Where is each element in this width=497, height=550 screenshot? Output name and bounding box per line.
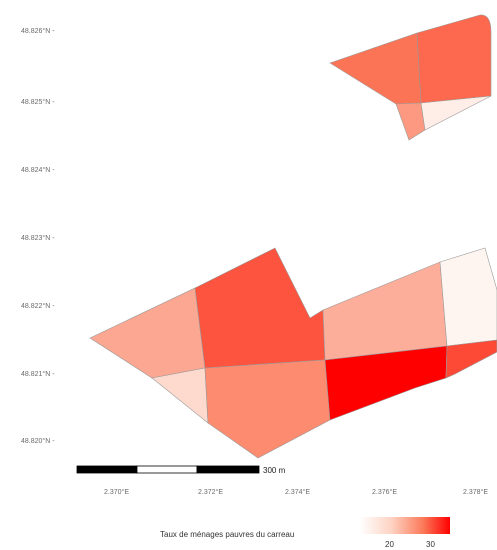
cell-se-right [445, 339, 497, 379]
scale-bar-segment-2 [136, 465, 198, 474]
lon-label-2-374: 2.374°E [285, 488, 310, 496]
north-cluster [329, 14, 492, 141]
cell-north-white [420, 95, 492, 131]
lat-label-48-826: 48.826°N - [21, 27, 55, 35]
lat-label-48-821: 48.821°N - [21, 370, 55, 378]
scale-bar-segment-3 [196, 465, 260, 474]
scale-bar-label: 300 m [263, 466, 286, 475]
cell-se-middle [322, 261, 448, 361]
south-cluster [89, 247, 497, 459]
legend-tick-20: 20 [385, 540, 394, 549]
lat-label-48-825: 48.825°N - [21, 98, 55, 106]
cell-sw-bottom-center [204, 359, 331, 459]
cell-north-bottom [395, 102, 426, 141]
lat-label-48-822: 48.822°N - [21, 302, 55, 310]
cell-north-right [416, 14, 492, 104]
cell-north-left [329, 32, 422, 105]
legend-tick-30: 30 [426, 540, 435, 549]
cell-sw-left [89, 287, 206, 379]
legend-title: Taux de ménages pauvres du carreau [160, 530, 294, 539]
lon-label-2-378: 2.378°E [463, 488, 488, 496]
lat-label-48-824: 48.824°N - [21, 166, 55, 174]
lon-label-2-376: 2.376°E [372, 488, 397, 496]
longitude-axis: 2.370°E 2.372°E 2.374°E 2.376°E 2.378°E [104, 488, 488, 496]
lon-label-2-372: 2.372°E [198, 488, 223, 496]
lat-label-48-823: 48.823°N - [21, 234, 55, 242]
cell-se-red [324, 345, 448, 421]
legend: Taux de ménages pauvres du carreau 20 30 [160, 517, 450, 549]
scale-bar: 300 m [76, 465, 286, 475]
lat-label-48-820: 48.820°N - [21, 437, 55, 445]
cell-se-white [439, 247, 497, 347]
latitude-axis: 48.826°N - 48.825°N - 48.824°N - 48.823°… [21, 27, 55, 445]
legend-colorbar [360, 517, 450, 534]
cell-sw-bottom-left [151, 367, 209, 424]
cell-sw-center [194, 247, 326, 369]
scale-bar-segment-1 [76, 465, 138, 474]
lon-label-2-370: 2.370°E [104, 488, 129, 496]
